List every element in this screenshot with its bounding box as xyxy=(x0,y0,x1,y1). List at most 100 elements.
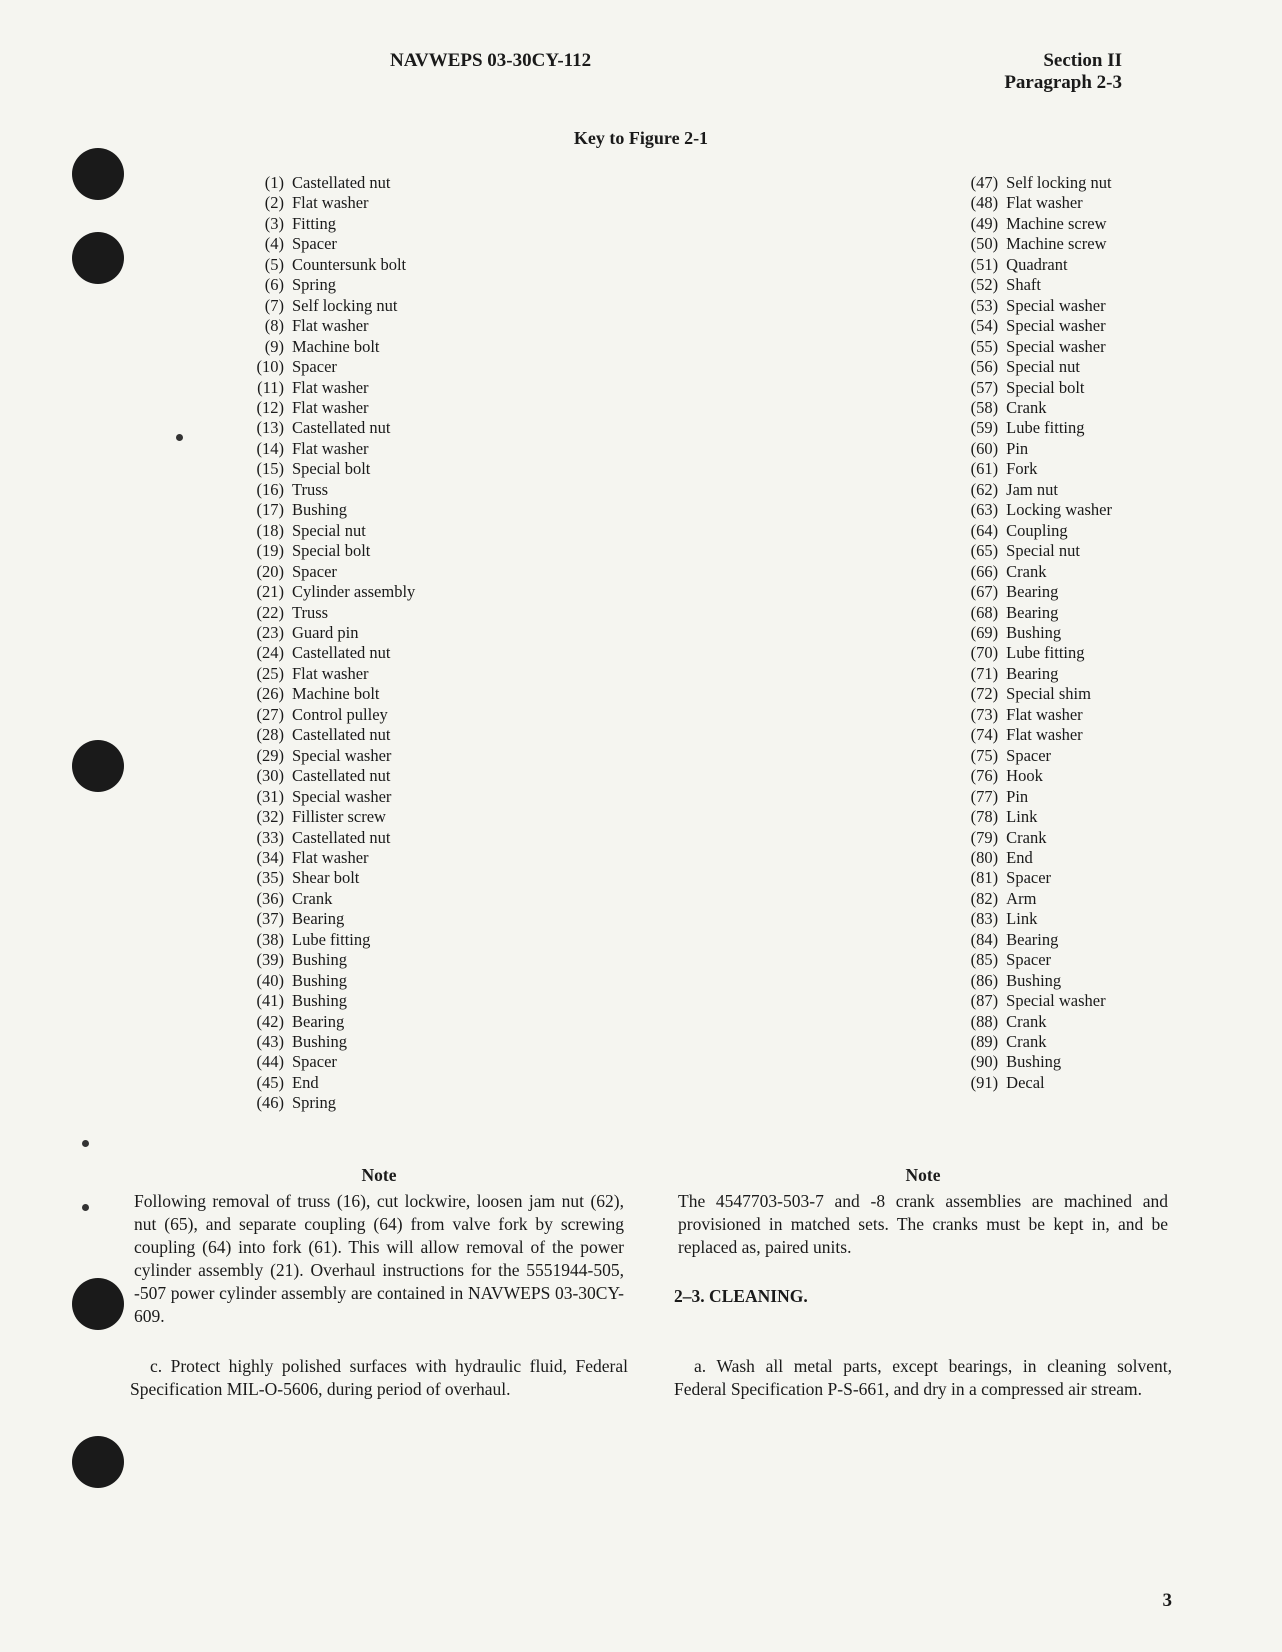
section-heading-2-3: 2–3. CLEANING. xyxy=(674,1285,1172,1308)
note-right-column: Note The 4547703-503-7 and -8 crank asse… xyxy=(674,1164,1172,1329)
key-item-name: Shear bolt xyxy=(290,868,359,888)
key-item-number: (40) xyxy=(250,971,290,991)
key-item-name: Fillister screw xyxy=(290,807,386,827)
key-item-number: (42) xyxy=(250,1012,290,1032)
paragraph-a: a. Wash all metal parts, except bearings… xyxy=(674,1355,1172,1401)
key-item: (63)Locking washer xyxy=(964,500,1112,520)
key-item-name: Control pulley xyxy=(290,705,388,725)
key-item: (29)Special washer xyxy=(250,746,415,766)
page-header: NAVWEPS 03-30CY-112 Section II Paragraph… xyxy=(110,50,1172,94)
key-item-number: (16) xyxy=(250,480,290,500)
key-item-name: Crank xyxy=(290,889,332,909)
key-item-number: (2) xyxy=(250,193,290,213)
key-item-number: (25) xyxy=(250,664,290,684)
key-item: (51)Quadrant xyxy=(964,255,1112,275)
paragraph-label: Paragraph 2-3 xyxy=(1004,72,1122,94)
key-item: (89)Crank xyxy=(964,1032,1112,1052)
key-item-name: Bearing xyxy=(1004,664,1058,684)
key-item-number: (27) xyxy=(250,705,290,725)
key-item-name: Quadrant xyxy=(1004,255,1067,275)
key-item-name: Flat washer xyxy=(290,193,369,213)
key-item-name: Shaft xyxy=(1004,275,1041,295)
key-item: (11)Flat washer xyxy=(250,378,415,398)
page-number: 3 xyxy=(1163,1590,1173,1612)
key-item-number: (36) xyxy=(250,889,290,909)
key-item-number: (62) xyxy=(964,480,1004,500)
key-item-name: Decal xyxy=(1004,1073,1044,1093)
key-item: (54)Special washer xyxy=(964,316,1112,336)
key-item-number: (21) xyxy=(250,582,290,602)
paragraph-c: c. Protect highly polished surfaces with… xyxy=(130,1355,628,1401)
key-item-name: Special nut xyxy=(1004,541,1080,561)
key-item-name: Castellated nut xyxy=(290,766,391,786)
key-item-number: (73) xyxy=(964,705,1004,725)
key-item-number: (65) xyxy=(964,541,1004,561)
key-item-number: (67) xyxy=(964,582,1004,602)
key-item-number: (61) xyxy=(964,459,1004,479)
key-item-name: Bearing xyxy=(1004,582,1058,602)
key-item-name: Bushing xyxy=(290,1032,347,1052)
key-item-number: (48) xyxy=(964,193,1004,213)
key-item-name: Flat washer xyxy=(1004,725,1083,745)
key-item-number: (12) xyxy=(250,398,290,418)
key-item-number: (19) xyxy=(250,541,290,561)
key-item-number: (28) xyxy=(250,725,290,745)
key-item-number: (74) xyxy=(964,725,1004,745)
key-item: (36)Crank xyxy=(250,889,415,909)
key-item-number: (38) xyxy=(250,930,290,950)
key-item-number: (30) xyxy=(250,766,290,786)
key-item-name: Crank xyxy=(1004,562,1046,582)
key-item: (81)Spacer xyxy=(964,868,1112,888)
key-item: (65)Special nut xyxy=(964,541,1112,561)
paper-spot xyxy=(82,1204,89,1211)
doc-number: NAVWEPS 03-30CY-112 xyxy=(390,50,591,94)
key-item-number: (88) xyxy=(964,1012,1004,1032)
key-item: (82)Arm xyxy=(964,889,1112,909)
key-item-number: (54) xyxy=(964,316,1004,336)
key-item-name: Machine screw xyxy=(1004,214,1106,234)
key-item-name: Machine bolt xyxy=(290,684,380,704)
key-item: (42)Bearing xyxy=(250,1012,415,1032)
key-item-number: (71) xyxy=(964,664,1004,684)
paper-spot xyxy=(176,434,183,441)
key-item: (40)Bushing xyxy=(250,971,415,991)
key-item-name: Truss xyxy=(290,603,328,623)
key-item-name: Castellated nut xyxy=(290,725,391,745)
key-item: (50)Machine screw xyxy=(964,234,1112,254)
key-item-name: Spacer xyxy=(290,357,337,377)
key-item-name: Castellated nut xyxy=(290,173,391,193)
key-item-name: Bearing xyxy=(290,909,344,929)
punch-hole xyxy=(72,740,124,792)
key-item-name: Flat washer xyxy=(290,378,369,398)
key-item-number: (43) xyxy=(250,1032,290,1052)
key-item-name: Special washer xyxy=(1004,991,1105,1011)
key-item: (84)Bearing xyxy=(964,930,1112,950)
key-item-number: (32) xyxy=(250,807,290,827)
key-item-name: Flat washer xyxy=(290,439,369,459)
document-page: NAVWEPS 03-30CY-112 Section II Paragraph… xyxy=(0,0,1282,1652)
key-item: (37)Bearing xyxy=(250,909,415,929)
key-item: (13)Castellated nut xyxy=(250,418,415,438)
key-item-number: (49) xyxy=(964,214,1004,234)
key-item: (26)Machine bolt xyxy=(250,684,415,704)
key-item-number: (80) xyxy=(964,848,1004,868)
key-item-number: (57) xyxy=(964,378,1004,398)
key-item-name: Flat washer xyxy=(290,398,369,418)
key-item: (14)Flat washer xyxy=(250,439,415,459)
key-item-name: Bushing xyxy=(290,500,347,520)
key-item: (45)End xyxy=(250,1073,415,1093)
key-item-number: (53) xyxy=(964,296,1004,316)
key-item-name: Fork xyxy=(1004,459,1037,479)
key-item-name: Flat washer xyxy=(290,664,369,684)
key-item-name: Spring xyxy=(290,1093,336,1113)
key-item: (85)Spacer xyxy=(964,950,1112,970)
key-item: (23)Guard pin xyxy=(250,623,415,643)
key-item: (16)Truss xyxy=(250,480,415,500)
key-item-name: Bushing xyxy=(290,950,347,970)
key-item-name: Special washer xyxy=(290,787,391,807)
key-item-number: (85) xyxy=(964,950,1004,970)
key-item-name: Spacer xyxy=(1004,950,1051,970)
key-item-number: (26) xyxy=(250,684,290,704)
key-item-number: (72) xyxy=(964,684,1004,704)
key-item: (69)Bushing xyxy=(964,623,1112,643)
